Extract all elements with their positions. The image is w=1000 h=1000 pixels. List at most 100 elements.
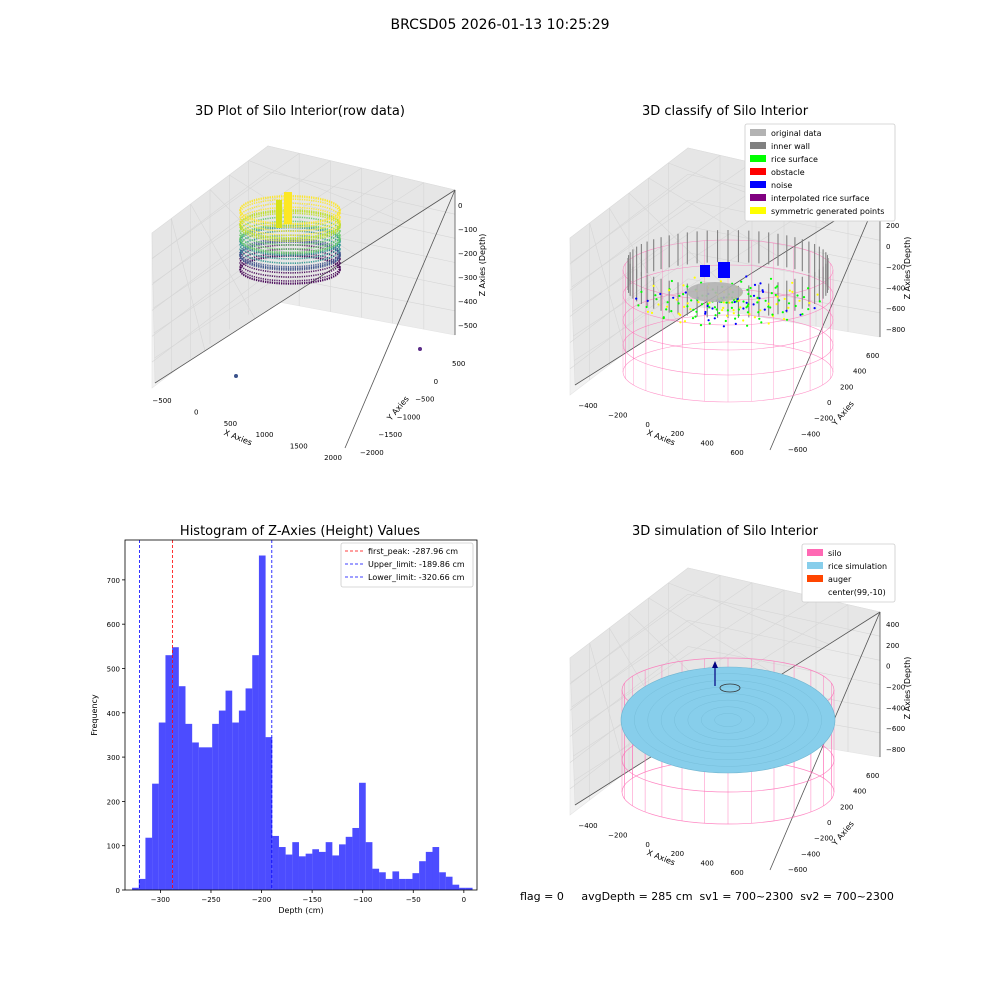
plot4-y-tick: −400 bbox=[801, 850, 820, 858]
plot1-scatter-ring bbox=[239, 194, 341, 225]
histogram-x-tick: 0 bbox=[462, 896, 466, 904]
plot1-scatter-ring bbox=[239, 230, 341, 260]
histogram-y-tick: 700 bbox=[107, 577, 120, 585]
plot2-surface-point bbox=[742, 307, 745, 310]
plot1-z-tick: −400 bbox=[458, 298, 477, 306]
plot4-legend-swatch bbox=[807, 562, 823, 569]
plot2-surface-point bbox=[708, 322, 711, 325]
plot2-surface-point bbox=[713, 317, 716, 320]
plot4-legend bbox=[801, 543, 896, 603]
plot2-surface-point bbox=[662, 316, 665, 319]
plot2-x-tick: −400 bbox=[578, 402, 597, 410]
plot1-gridline bbox=[248, 160, 406, 223]
histogram-bar bbox=[392, 871, 400, 890]
histogram-bar bbox=[232, 722, 239, 890]
plot2-surface-point bbox=[655, 298, 658, 301]
plot2-surface-point bbox=[753, 316, 757, 319]
plot2-surface-point bbox=[759, 282, 762, 285]
histogram-frame bbox=[124, 539, 478, 891]
histogram-bar bbox=[445, 876, 453, 890]
plot2-surface-point bbox=[794, 304, 797, 308]
plot2-surface-point bbox=[686, 302, 689, 305]
plot2-surface-point bbox=[706, 304, 709, 308]
plot2-surface-point bbox=[808, 301, 811, 305]
plot2-surface-point bbox=[704, 312, 707, 315]
histogram-x-tick: −250 bbox=[201, 896, 220, 904]
histogram-bar bbox=[218, 710, 226, 890]
plot2-surface-point bbox=[801, 313, 804, 316]
plot2-surface-point bbox=[771, 313, 774, 316]
plot2-surface-point bbox=[769, 277, 773, 280]
plot4-y-tick: 200 bbox=[840, 803, 853, 811]
plot4-y-tick: 600 bbox=[866, 772, 879, 780]
plot2-z-tick: −400 bbox=[886, 284, 905, 292]
plot1-x-tick: 1500 bbox=[290, 443, 308, 451]
plot1-scatter-peak bbox=[276, 200, 282, 228]
histogram-legend bbox=[340, 542, 474, 588]
plot2-surface-point bbox=[798, 299, 801, 302]
histogram-y-tick: 300 bbox=[107, 754, 120, 762]
plot1-scatter-ring bbox=[239, 255, 341, 285]
plot2-surface-point bbox=[732, 309, 735, 312]
plot2-surface-point bbox=[679, 313, 682, 317]
plot1-z-tick: 0 bbox=[458, 202, 462, 210]
plot2-surface-point bbox=[679, 321, 682, 324]
plot2-surface-point bbox=[731, 301, 734, 304]
histogram-bar bbox=[198, 747, 206, 890]
plot1-scatter-ring bbox=[239, 206, 341, 237]
plot2-surface-point bbox=[694, 315, 697, 318]
plot2-y-tick: −200 bbox=[814, 415, 833, 423]
plot2-surface-point bbox=[813, 307, 816, 310]
plot2-surface-point bbox=[775, 303, 778, 306]
plot2-surface-point bbox=[737, 308, 741, 311]
plot2-surface-point bbox=[713, 306, 717, 309]
plot2-noise-cluster bbox=[700, 265, 710, 277]
plot4-x-tick: −400 bbox=[578, 822, 597, 830]
plot2-surface-point bbox=[740, 280, 743, 283]
histogram-bar bbox=[319, 851, 326, 890]
plot2-surface-point bbox=[738, 299, 741, 302]
plot2-legend-label: rice surface bbox=[771, 155, 818, 164]
plot4-y-label: Y Axies bbox=[830, 819, 856, 848]
plot4-legend-label: auger bbox=[828, 575, 852, 584]
plot2-surface-point bbox=[749, 295, 752, 298]
histogram-bar bbox=[359, 782, 366, 890]
histogram-y-tick: 0 bbox=[116, 887, 120, 895]
plot2-surface-point bbox=[787, 306, 790, 309]
plot1-scatter-ring bbox=[239, 216, 341, 246]
plot2-legend-label: symmetric generated points bbox=[771, 207, 884, 216]
plot2-surface-point bbox=[678, 294, 681, 297]
plot2-surface-point bbox=[724, 319, 727, 323]
histogram-bar bbox=[185, 723, 193, 890]
plot2-surface-point bbox=[747, 303, 750, 306]
plot2-legend-label: noise bbox=[771, 181, 792, 190]
plot4-rice-mesh bbox=[647, 680, 809, 760]
plot1-y-tick: −500 bbox=[415, 396, 434, 404]
plot2-surface-point bbox=[650, 311, 654, 314]
histogram-bar bbox=[345, 836, 353, 890]
plot2-x-tick: 200 bbox=[671, 430, 684, 438]
plot2-surface-point bbox=[665, 305, 669, 308]
plot1-scatter-ring bbox=[239, 209, 341, 240]
plot2-title: 3D classify of Silo Interior bbox=[641, 104, 809, 119]
plot2-x-tick: 0 bbox=[645, 421, 649, 429]
histogram-bar bbox=[399, 878, 406, 890]
histogram-bar bbox=[352, 827, 360, 890]
plot2-surface-point bbox=[807, 308, 810, 311]
histogram-bar bbox=[312, 849, 320, 890]
plot4-z-tick: 400 bbox=[886, 621, 899, 629]
plot4-y-tick: 400 bbox=[853, 788, 866, 796]
plot2-surface-point bbox=[791, 290, 794, 293]
plot4-rice-mesh bbox=[674, 693, 782, 747]
histogram-bar bbox=[305, 853, 313, 890]
plot2-surface-point bbox=[684, 291, 687, 294]
histogram-bar bbox=[425, 851, 433, 890]
plot2-surface-point bbox=[749, 286, 752, 290]
plot3-title: Histogram of Z-Axies (Height) Values bbox=[179, 524, 421, 539]
plot2-surface-point bbox=[706, 303, 709, 306]
histogram-bar bbox=[152, 783, 159, 890]
plot2-surface-point bbox=[693, 276, 696, 279]
plot2-surface-point bbox=[788, 289, 791, 292]
plot2-surface-point bbox=[645, 305, 648, 309]
